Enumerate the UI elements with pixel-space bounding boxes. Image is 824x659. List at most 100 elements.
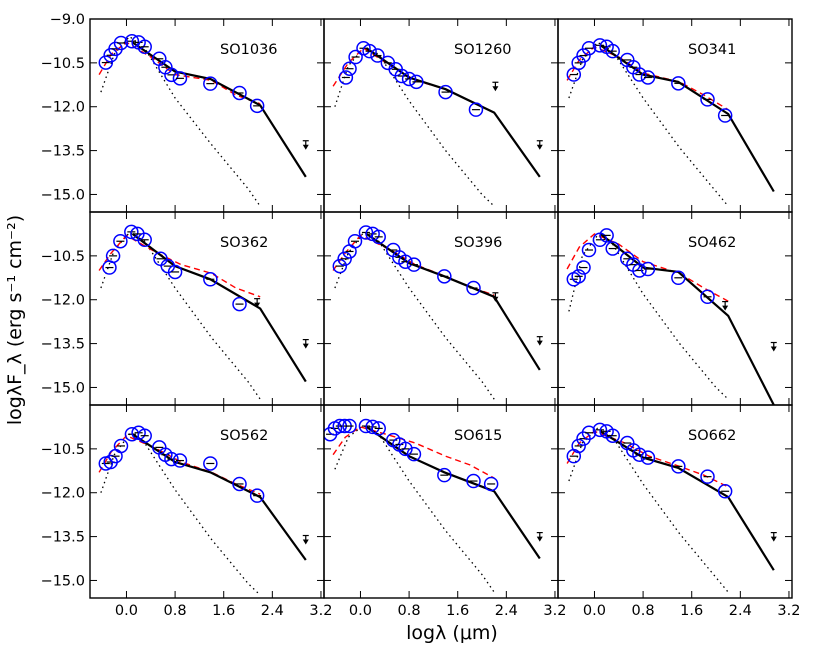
y-tick-label: −10.5 xyxy=(41,56,85,72)
observed-point xyxy=(640,261,656,277)
x-tick-label: 1.6 xyxy=(446,603,469,619)
x-tick-label: 1.6 xyxy=(212,603,235,619)
observed-point xyxy=(398,254,413,269)
panel-data xyxy=(98,33,309,207)
observed-point xyxy=(700,289,715,305)
observed-point xyxy=(483,476,499,492)
y-tick-label: −15.0 xyxy=(41,573,85,589)
photosphere-line xyxy=(334,47,495,207)
panel-label: SO615 xyxy=(454,428,502,444)
observed-point xyxy=(113,438,129,454)
observed-point xyxy=(632,263,647,278)
observed-point xyxy=(406,446,422,462)
observed-point xyxy=(358,225,374,240)
observed-point xyxy=(164,451,179,467)
observed-point xyxy=(371,421,386,436)
photosphere-line xyxy=(334,231,495,400)
upper-limit-arrow xyxy=(302,144,309,150)
observed-point xyxy=(342,61,357,76)
upper-limit-arrow xyxy=(302,539,309,545)
photosphere-line xyxy=(100,433,261,596)
observed-point xyxy=(717,484,733,499)
panel-data xyxy=(98,425,309,596)
observed-point xyxy=(394,68,410,84)
observed-point xyxy=(137,232,152,248)
observed-point xyxy=(98,55,114,70)
photosphere-line xyxy=(100,35,261,207)
y-tick-label: −13.5 xyxy=(41,530,85,546)
panel-label: SO462 xyxy=(688,235,736,251)
panel-so396: SO396 xyxy=(323,211,559,406)
panel-label: SO1036 xyxy=(220,42,278,58)
model-total-line xyxy=(365,232,541,371)
model-total-line xyxy=(131,433,307,561)
panel-frame xyxy=(557,404,793,599)
observed-point xyxy=(137,39,152,55)
observed-point xyxy=(153,251,168,267)
observed-point xyxy=(348,49,363,65)
observed-point xyxy=(203,76,218,91)
x-tick-label: 0.0 xyxy=(349,603,372,619)
observed-point xyxy=(398,441,413,457)
upper-limit-arrow xyxy=(254,302,261,308)
panel-label: SO662 xyxy=(688,428,736,444)
observed-point xyxy=(466,280,481,296)
y-tick-label: −15.0 xyxy=(41,380,85,396)
y-tick-label: −12.0 xyxy=(41,486,85,502)
observed-point xyxy=(371,229,386,245)
panel-frame xyxy=(323,404,559,599)
observed-point xyxy=(605,241,620,256)
y-tick-label: −10.5 xyxy=(41,249,85,265)
observed-point xyxy=(640,450,656,465)
observed-point xyxy=(632,67,647,82)
x-tick-label: 2.4 xyxy=(261,603,284,619)
upper-limit-arrow xyxy=(536,144,543,150)
observed-point xyxy=(401,71,417,87)
model-total-line xyxy=(131,233,307,383)
photosphere-line xyxy=(568,427,729,593)
observed-point xyxy=(581,242,597,258)
model-total-line xyxy=(599,233,775,405)
panel-data xyxy=(332,40,543,207)
observed-point xyxy=(592,422,608,438)
x-tick-label: 0.8 xyxy=(398,603,421,619)
observed-point xyxy=(338,70,354,85)
observed-point xyxy=(365,419,380,435)
observed-point xyxy=(571,438,586,454)
x-tick-label: 0.8 xyxy=(164,603,187,619)
observed-point xyxy=(576,48,591,63)
panel-so662: SO662 xyxy=(557,404,793,599)
panel-data xyxy=(566,38,775,207)
x-tick-label: 3.2 xyxy=(543,603,566,619)
panel-label: SO396 xyxy=(454,235,502,251)
observed-point xyxy=(232,85,247,101)
observed-point xyxy=(466,473,481,489)
observed-point xyxy=(571,55,586,71)
observed-point xyxy=(370,48,385,63)
observed-point xyxy=(581,425,597,441)
photosphere-line xyxy=(334,424,495,593)
observed-point xyxy=(167,264,183,280)
observed-point xyxy=(342,418,357,434)
observed-point xyxy=(124,33,140,49)
panel-data xyxy=(332,225,543,400)
panel-label: SO341 xyxy=(688,42,736,58)
upper-limit-arrow xyxy=(770,346,777,352)
panel-so462: SO462 xyxy=(557,211,793,406)
observed-point xyxy=(249,98,265,114)
observed-point xyxy=(172,453,188,468)
x-tick-label: 0.0 xyxy=(583,603,606,619)
x-tick-label: 2.4 xyxy=(495,603,518,619)
observed-point xyxy=(232,476,247,492)
upper-limit-arrow xyxy=(492,86,499,92)
observed-point xyxy=(576,260,591,275)
model-red-dashed-line xyxy=(566,233,729,302)
observed-point xyxy=(437,467,452,483)
observed-point xyxy=(571,269,586,284)
panel-label: SO562 xyxy=(220,428,268,444)
observed-point xyxy=(172,71,188,86)
observed-point xyxy=(332,258,348,274)
observed-point xyxy=(700,92,715,107)
panel-so1036: SO1036 xyxy=(89,18,325,213)
y-tick-label: −12.0 xyxy=(41,100,85,116)
